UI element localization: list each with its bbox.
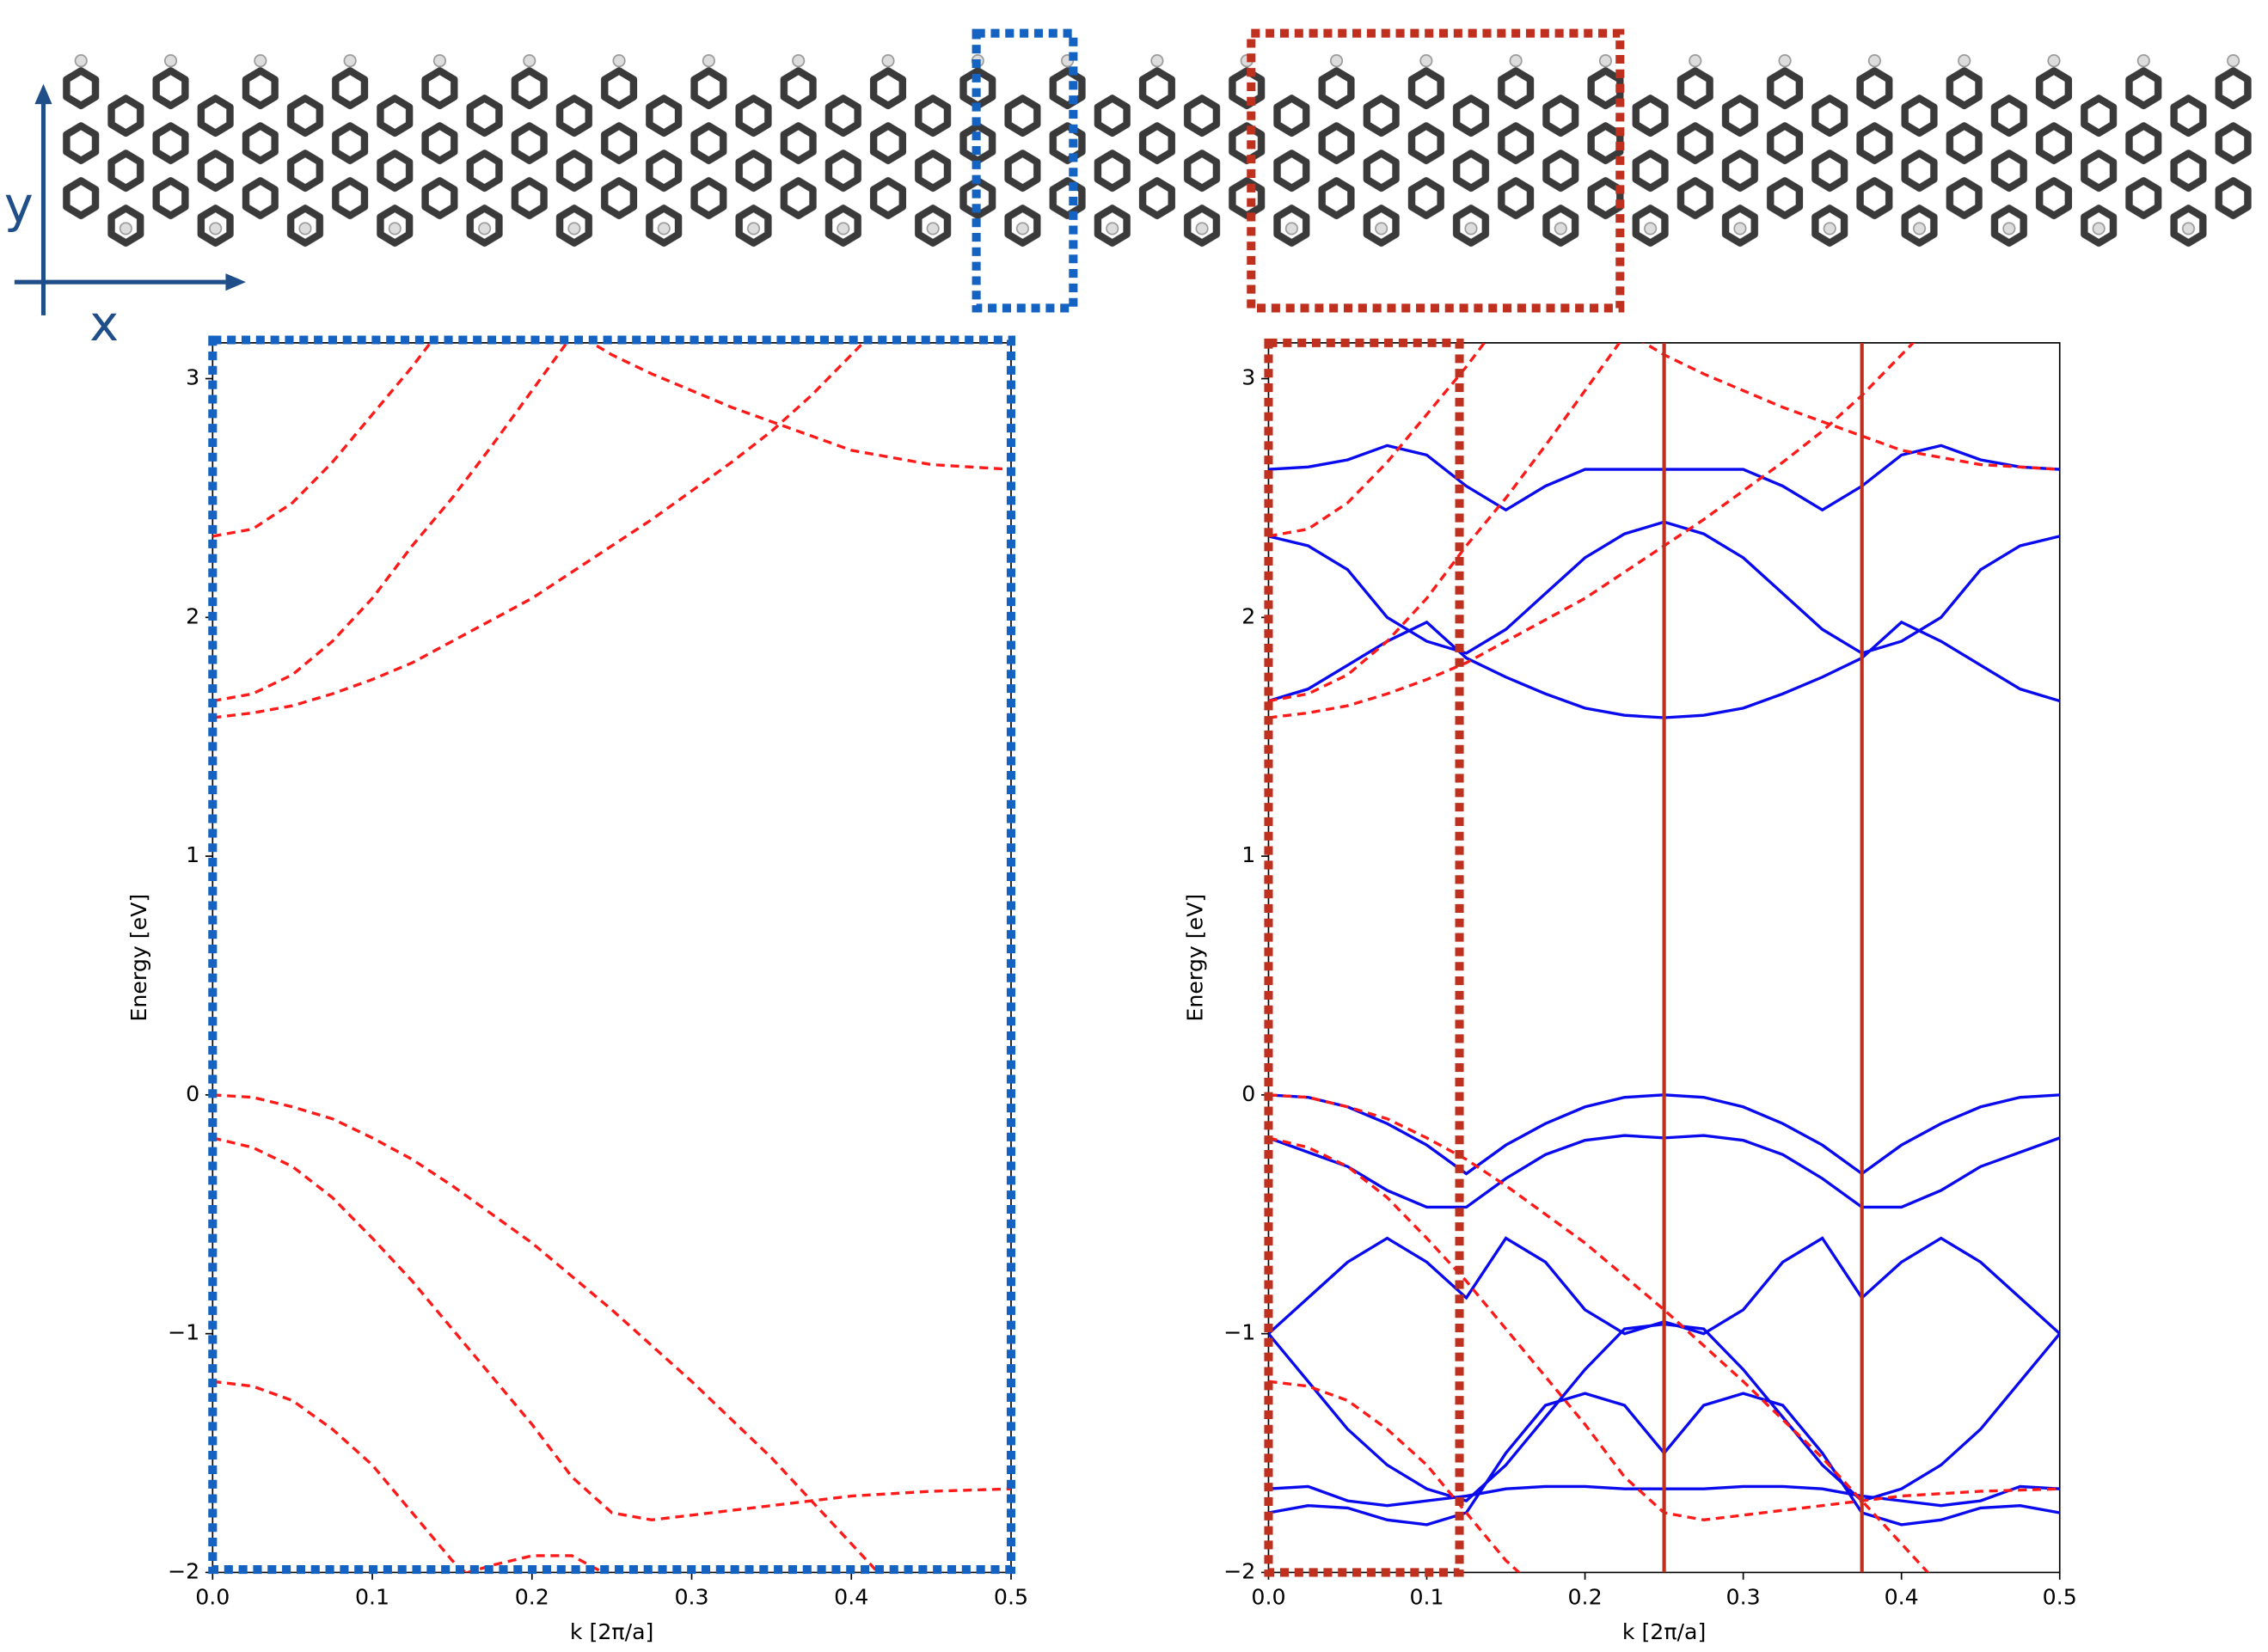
unit-cell-box	[972, 28, 1078, 313]
supercell-box	[1247, 28, 1625, 313]
x-axis-title: k [2π/a]	[570, 1619, 654, 1644]
band-line	[1268, 1380, 1522, 1573]
band-line	[1641, 342, 2060, 471]
x-tick-label: 0.2	[515, 1585, 549, 1610]
y-tick-label: 3	[1241, 365, 1255, 390]
band-line	[212, 1093, 880, 1573]
y-axis-title: Energy [eV]	[126, 894, 151, 1022]
band-line	[1268, 342, 1621, 703]
y-tick-label: 3	[186, 365, 199, 390]
axes-frame	[211, 342, 1012, 1574]
y-tick-label: 2	[186, 603, 199, 628]
x-tick-label: 0.4	[1885, 1585, 1919, 1610]
band-line	[212, 1136, 1011, 1522]
x-tick-label: 0.2	[1568, 1585, 1603, 1610]
y-tick-label: 0	[186, 1081, 199, 1106]
folded-zone-frame	[1264, 338, 1464, 1577]
x-axis-label: x	[89, 296, 119, 352]
y-tick-label: −2	[1223, 1558, 1255, 1583]
band-line	[212, 1380, 468, 1573]
x-axis-title: k [2π/a]	[1622, 1619, 1707, 1644]
band-line	[1268, 1093, 1930, 1573]
y-tick-label: 1	[186, 842, 199, 867]
y-arrow-head	[34, 83, 52, 105]
band-line	[463, 1554, 606, 1573]
plot-area	[1268, 342, 2060, 1573]
band-line	[212, 342, 569, 703]
x-tick-label: 0.3	[674, 1585, 708, 1610]
x-tick-label: 0.0	[195, 1585, 230, 1610]
band-line	[212, 342, 432, 538]
y-axis-label: y	[4, 177, 34, 234]
y-tick-label: −1	[1223, 1320, 1255, 1345]
x-tick-label: 0.0	[1251, 1585, 1285, 1610]
x-tick-label: 0.5	[2043, 1585, 2077, 1610]
y-tick-label: 0	[1241, 1081, 1255, 1106]
y-tick-label: −2	[168, 1558, 199, 1583]
unit-cell-frame	[208, 335, 1016, 1575]
x-arrow-head	[225, 273, 247, 291]
band-line	[1268, 342, 1486, 538]
y-tick-label: −1	[168, 1320, 199, 1345]
y-axis-title: Energy [eV]	[1182, 894, 1207, 1022]
x-tick-label: 0.4	[834, 1585, 868, 1610]
band-line	[1268, 342, 1916, 719]
y-tick-label: 1	[1241, 842, 1255, 867]
x-tick-label: 0.1	[1409, 1585, 1444, 1610]
x-tick-label: 0.1	[355, 1585, 389, 1610]
molecule-ribbon	[60, 52, 2259, 249]
x-tick-label: 0.3	[1726, 1585, 1761, 1610]
plot-area	[212, 342, 1011, 1573]
y-tick-label: 2	[1241, 603, 1255, 628]
band-line	[212, 342, 866, 719]
x-tick-label: 0.5	[994, 1585, 1028, 1610]
plots: −2 −1 0 1 2 3 0.0 0.1 0.2 0.3 0.4 0.5 k [2π/a] Energy…	[126, 342, 2077, 1644]
band-line	[589, 342, 1011, 471]
